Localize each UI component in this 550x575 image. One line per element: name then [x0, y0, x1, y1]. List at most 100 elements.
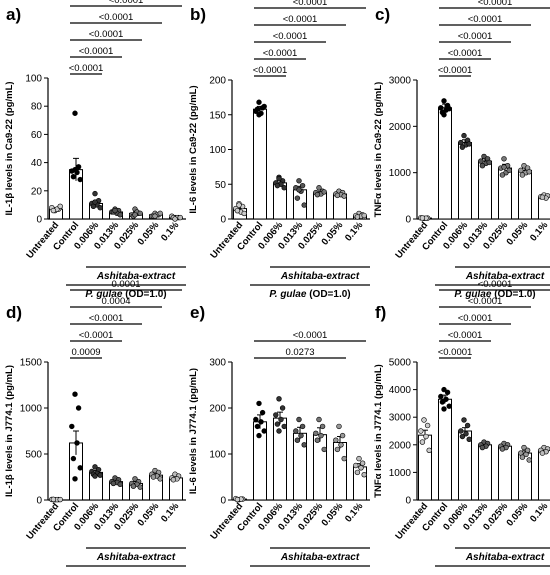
p-value-label: <0.0001: [468, 14, 503, 25]
data-point: [480, 445, 485, 450]
data-point: [342, 194, 347, 199]
data-point: [467, 142, 472, 147]
y-tick-label: 150: [209, 110, 226, 121]
y-tick-label: 20: [31, 186, 43, 197]
bar: [439, 399, 452, 500]
extract-label: Ashitaba-extract: [280, 552, 360, 563]
y-tick-label: 200: [209, 404, 226, 415]
data-point: [362, 213, 367, 218]
data-point: [295, 196, 300, 201]
y-tick-label: 100: [209, 450, 226, 461]
panel-label: a): [6, 5, 21, 24]
data-point: [257, 401, 262, 406]
p-value-label: <0.0001: [89, 29, 124, 40]
data-point: [322, 447, 327, 452]
x-tick-label: 0.05%: [505, 500, 531, 528]
data-point: [257, 112, 262, 117]
y-tick-label: 1500: [20, 358, 43, 369]
p-value-label: <0.0001: [253, 65, 288, 76]
data-point: [355, 470, 360, 475]
data-point: [420, 440, 425, 445]
y-tick-label: 0: [405, 215, 411, 226]
data-point: [487, 160, 492, 165]
y-tick-label: 100: [25, 74, 42, 85]
data-point: [93, 191, 98, 196]
data-point: [465, 423, 470, 428]
bar: [539, 450, 550, 500]
data-point: [280, 406, 285, 411]
y-axis-label: TNFα levels in J774.1 (pg/mL): [373, 364, 384, 498]
data-point: [333, 438, 338, 443]
data-point: [282, 185, 287, 190]
y-tick-label: 100: [209, 145, 226, 156]
data-point: [442, 112, 447, 117]
p-value-label: <0.0001: [109, 0, 144, 6]
y-axis-label: IL-6 levels in Ca9-22 (pg/mL): [188, 85, 199, 213]
data-point: [297, 178, 302, 183]
data-point: [171, 477, 176, 482]
data-point: [71, 174, 76, 179]
data-point: [118, 482, 123, 487]
data-point: [78, 177, 83, 182]
data-point: [518, 168, 523, 173]
y-tick-label: 1000: [389, 168, 412, 179]
y-axis-label: TNFα levels in Ca9-22 (pg/mL): [373, 82, 384, 218]
p-value-label: <0.0001: [293, 330, 328, 341]
data-point: [458, 429, 463, 434]
data-point: [93, 200, 98, 205]
data-point: [359, 465, 364, 470]
p-value-label: <0.0001: [458, 313, 493, 324]
data-point: [315, 438, 320, 443]
data-point: [275, 183, 280, 188]
pathogen-od: (OD=1.0): [125, 289, 166, 300]
data-point: [422, 418, 427, 423]
data-point: [300, 183, 305, 188]
data-point: [418, 429, 423, 434]
data-point: [133, 212, 138, 217]
data-point: [438, 394, 443, 399]
data-point: [502, 156, 507, 161]
data-point: [462, 133, 467, 138]
data-point: [420, 216, 425, 221]
p-value-label: <0.0001: [448, 330, 483, 341]
p-value-label: 0.0273: [285, 347, 314, 358]
p-value-label: <0.0001: [438, 347, 473, 358]
data-point: [73, 111, 78, 116]
y-tick-label: 80: [31, 102, 43, 113]
bar: [314, 193, 327, 219]
data-point: [342, 456, 347, 461]
data-point: [500, 447, 505, 452]
y-tick-label: 2000: [389, 122, 412, 133]
chart-panel-4: d)IL-1β levels in J774.1 (pg/mL)05001000…: [4, 279, 186, 570]
data-point: [237, 203, 242, 208]
data-point: [427, 448, 432, 453]
data-point: [242, 211, 247, 216]
y-tick-label: 3000: [389, 413, 412, 424]
data-point: [113, 208, 118, 213]
chart-panel-6: f)TNFα levels in J774.1 (pg/mL)010002000…: [373, 279, 550, 570]
y-tick-label: 0: [36, 496, 42, 507]
data-point: [478, 159, 483, 164]
y-tick-label: 60: [31, 130, 43, 141]
bar: [499, 446, 512, 500]
bar: [314, 435, 327, 500]
data-point: [527, 458, 532, 463]
bar: [419, 435, 432, 500]
p-value-label: <0.0001: [478, 0, 513, 8]
p-value-label: <0.0001: [79, 330, 114, 341]
data-point: [262, 429, 267, 434]
data-point: [300, 424, 305, 429]
extract-label: Ashitaba-extract: [280, 271, 360, 282]
p-value-label: <0.0001: [293, 0, 328, 8]
x-tick-label: 0.05%: [136, 500, 162, 528]
data-point: [460, 145, 465, 150]
data-point: [322, 189, 327, 194]
y-axis-label: IL-6 levels in J774.1 (pg/mL): [188, 368, 199, 494]
p-value-label: <0.0001: [99, 12, 134, 23]
data-point: [447, 404, 452, 409]
p-value-label: <0.0001: [478, 279, 513, 290]
x-tick-label: 0.1%: [528, 500, 550, 524]
p-value-label: <0.0001: [448, 48, 483, 59]
